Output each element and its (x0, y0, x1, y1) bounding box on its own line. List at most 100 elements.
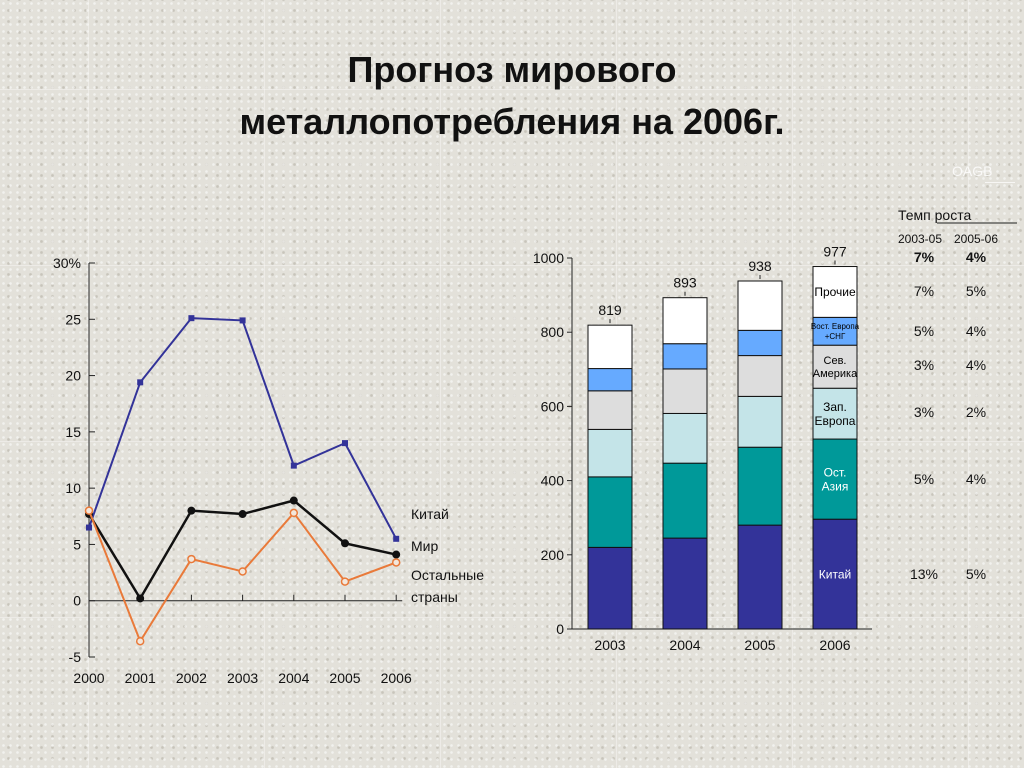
data-point-other (391, 558, 401, 567)
segment-label: Вост. Европа (811, 322, 860, 331)
bar-segment (662, 368, 708, 414)
series-line-1 (88, 317, 398, 540)
bar-segment (812, 387, 858, 440)
y-tick-label: 5 (73, 536, 81, 552)
y-tick-label: 0 (73, 593, 81, 609)
bar-y-tick-label: 600 (541, 398, 565, 414)
segment-label: Зап. (823, 400, 847, 414)
legend-label: Остальные (411, 567, 484, 583)
growth-rate-2003-05: 5% (914, 471, 934, 487)
stacked-bar-chart: 1000 800 600 400 200 0 819 2003 893 2004 938 2005 Ки… (533, 244, 872, 653)
bar-total-label: 819 (598, 302, 622, 318)
growth-rate-2005-06: 5% (966, 566, 986, 582)
growth-rate-2005-06: 4% (966, 471, 986, 487)
y-tick-label: 30% (53, 255, 81, 271)
bar-segment (812, 518, 858, 630)
bar-segment (812, 266, 858, 318)
bar-segment (587, 368, 633, 392)
x-tick-label: 2004 (278, 670, 309, 686)
data-point-world (341, 539, 349, 548)
y-tick-label: 10 (65, 480, 81, 496)
growth-table: Темп роста 2003-05 2005-06 7% 4% 7% 5% 5% 4% 3% 4%… (898, 207, 1017, 582)
segment-label: Европа (815, 414, 856, 428)
bar-category-label: 2005 (744, 637, 775, 653)
title-line-2: металлопотребления на 2006г. (239, 101, 785, 142)
x-tick-label: 2001 (125, 670, 156, 686)
line-chart: 30% 25 20 15 10 5 0 -5 2000 2001 2002 2003 2004 2005 2… (53, 255, 484, 686)
bar-y-tick-label: 0 (556, 621, 564, 637)
segment-label: Ост. (824, 465, 847, 479)
bar-segment (662, 297, 708, 345)
growth-table-header: Темп роста (898, 207, 971, 223)
growth-rate-2003-05: 13% (910, 566, 938, 582)
x-tick-label: 2006 (381, 670, 412, 686)
bar-segment (587, 428, 633, 478)
data-point-other (135, 636, 145, 646)
watermark: OAGB (952, 163, 993, 179)
segment-label: Прочие (814, 285, 856, 299)
bar-total-label: 938 (748, 258, 772, 274)
data-point-china (188, 315, 195, 322)
y-tick-label: 20 (65, 368, 81, 384)
growth-rate-2003-05: 3% (914, 404, 934, 420)
growth-rate-2003-05: 7% (914, 283, 934, 299)
growth-rate-2003-05: 7% (914, 249, 935, 265)
growth-table-col-b: 2005-06 (954, 232, 998, 246)
y-tick-label: -5 (69, 649, 82, 665)
data-point-other (238, 567, 247, 576)
page-title: Прогноз мирового металлопотребления на 2… (0, 44, 1024, 148)
segment-label: +СНГ (825, 332, 846, 341)
bar-segment (737, 355, 783, 397)
segment-label: Сев. (824, 355, 847, 367)
data-point-other (289, 508, 299, 518)
data-point-world (392, 550, 401, 559)
data-point-other (84, 506, 94, 515)
data-point-china (137, 379, 144, 386)
growth-rate-2003-05: 3% (914, 357, 934, 373)
bar-category-label: 2004 (669, 637, 700, 653)
x-tick-label: 2003 (227, 670, 258, 686)
title-line-1: Прогноз мирового (347, 49, 677, 90)
bar-y-tick-label: 1000 (533, 250, 564, 266)
bar-segment (587, 324, 633, 370)
bar-y-tick-label: 800 (541, 324, 565, 340)
bar-category-label: 2006 (819, 637, 850, 653)
bar-segment (662, 462, 708, 539)
data-point-other (187, 554, 196, 564)
bar-segment (737, 395, 783, 448)
data-point-china (86, 524, 92, 531)
bar-total-label: 893 (673, 275, 697, 291)
data-point-world (289, 496, 298, 505)
watermark-underline (985, 182, 1015, 183)
bar-segment (737, 280, 783, 331)
growth-rate-2005-06: 4% (966, 249, 987, 265)
legend-label: страны (411, 589, 458, 605)
bar-y-tick-label: 200 (541, 547, 565, 563)
data-point-other (340, 577, 350, 586)
bar-segment (587, 546, 633, 630)
legend-label: Китай (411, 506, 449, 522)
y-tick-label: 15 (65, 424, 81, 440)
x-tick-label: 2000 (73, 670, 104, 686)
data-point-world (187, 506, 196, 515)
bar-segment (587, 390, 633, 430)
bar-segment (737, 446, 783, 526)
growth-rate-2005-06: 4% (966, 357, 986, 373)
bar-segment (812, 316, 858, 346)
bar-segment (662, 412, 708, 464)
x-tick-label: 2005 (329, 670, 360, 686)
bar-segment (737, 329, 783, 357)
x-tick-label: 2002 (176, 670, 207, 686)
growth-rate-2005-06: 4% (966, 323, 986, 339)
bar-segment (662, 537, 708, 630)
growth-rate-2005-06: 5% (966, 283, 986, 299)
bar-total-label: 977 (823, 244, 847, 260)
bar-y-tick-label: 400 (541, 473, 565, 489)
data-point-china (342, 440, 348, 447)
data-point-china (290, 462, 297, 469)
segment-label: Китай (819, 567, 851, 581)
bar-segment (587, 476, 633, 548)
legend-label: Мир (411, 538, 438, 554)
growth-table-col-a: 2003-05 (898, 232, 942, 246)
